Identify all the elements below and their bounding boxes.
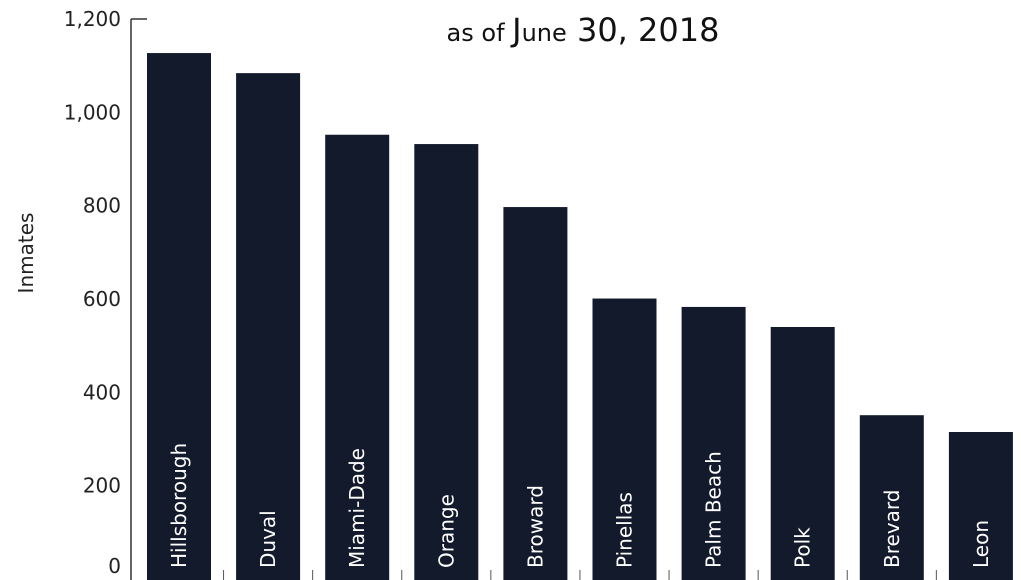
y-tick-label: 200 [83,474,121,498]
y-tick-label: 1,000 [64,100,121,124]
bar-pinellas [592,298,657,580]
bar-label: Duval [256,510,280,568]
bar-brevard [859,415,924,580]
chart-title-initial: J [510,11,521,49]
bar-label: Polk [791,527,815,568]
y-axis: 0 200 400 600 800 1,000 1,200 [64,7,147,580]
bar-broward [503,207,568,580]
y-tick-label: 1,200 [64,7,121,31]
bar-leon [948,432,1013,580]
chart-title: as of June 30, 2018 [447,11,720,49]
bar-label: Leon [969,520,993,568]
bars: Hillsborough Duval Miami-Dade Orange Broward… [147,53,1013,580]
chart-title-prefix: as of [447,19,513,47]
y-tick-label: 800 [83,194,121,218]
y-tick-label: 600 [83,287,121,311]
bar-label: Brevard [880,490,904,568]
chart-title-suffix: 30, 2018 [567,11,720,49]
bar-label: Palm Beach [702,451,726,568]
bar-palm-beach [681,306,746,580]
bar-label: Hillsborough [167,443,191,568]
bar-miami-dade [325,134,390,580]
x-axis-ticks [223,570,937,580]
chart-title-rest: une [522,19,567,47]
bar-label: Orange [434,494,458,568]
bar-label: Broward [523,485,547,568]
bar-label: Pinellas [613,492,637,568]
bar-duval [236,73,301,580]
bar-hillsborough [147,53,211,580]
bar-label: Miami-Dade [345,448,369,568]
bar-polk [770,327,835,580]
y-tick-label: 400 [83,380,121,404]
y-axis-label: Inmates [14,213,38,294]
bar-orange [414,144,479,580]
y-tick-label: 0 [108,554,121,578]
